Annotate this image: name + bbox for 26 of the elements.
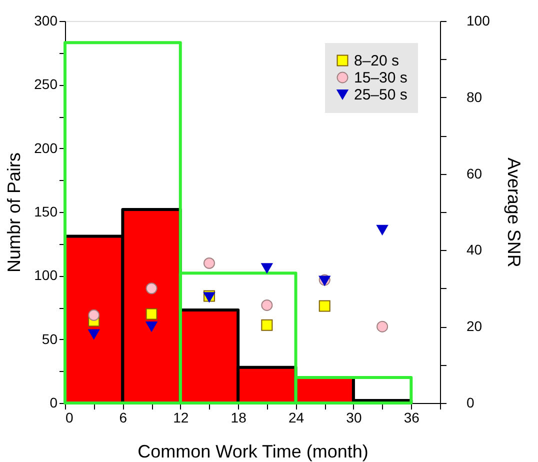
x-axis-title: Common Work Time (month) [138, 442, 368, 462]
y-tick-label: 250 [34, 76, 58, 92]
y-tick-label: 50 [42, 330, 58, 347]
y2-tick-label: 60 [466, 165, 482, 182]
x-tick-label: 24 [288, 410, 304, 426]
y2-tick-label: 20 [466, 318, 482, 334]
x-tick-label: 30 [346, 410, 362, 426]
y2-tick-label: 80 [466, 88, 482, 105]
x-tick-label: 0 [66, 410, 74, 426]
y-tick-label: 0 [50, 394, 58, 410]
y-tick-label: 200 [34, 140, 58, 156]
x-tick-label: 18 [230, 410, 247, 426]
y-tick-label: 150 [34, 204, 58, 220]
y-tick-label: 300 [34, 12, 58, 28]
y-axis-title: Numbr of Pairs [4, 152, 24, 273]
x-tick-label: 36 [404, 410, 420, 426]
x-tick-label: 6 [119, 410, 128, 426]
legend-label: 25–50 s [354, 86, 408, 104]
legend-label: 15–30 s [354, 70, 408, 86]
y-tick-label: 100 [34, 267, 58, 284]
y2-axis-title: Average SNR [504, 158, 524, 268]
legend-label: 8–20 s [354, 52, 400, 70]
y2-tick-label: 0 [466, 394, 474, 410]
y2-tick-label: 100 [466, 12, 490, 28]
y2-tick-label: 40 [466, 242, 482, 258]
x-tick-label: 12 [173, 410, 189, 426]
